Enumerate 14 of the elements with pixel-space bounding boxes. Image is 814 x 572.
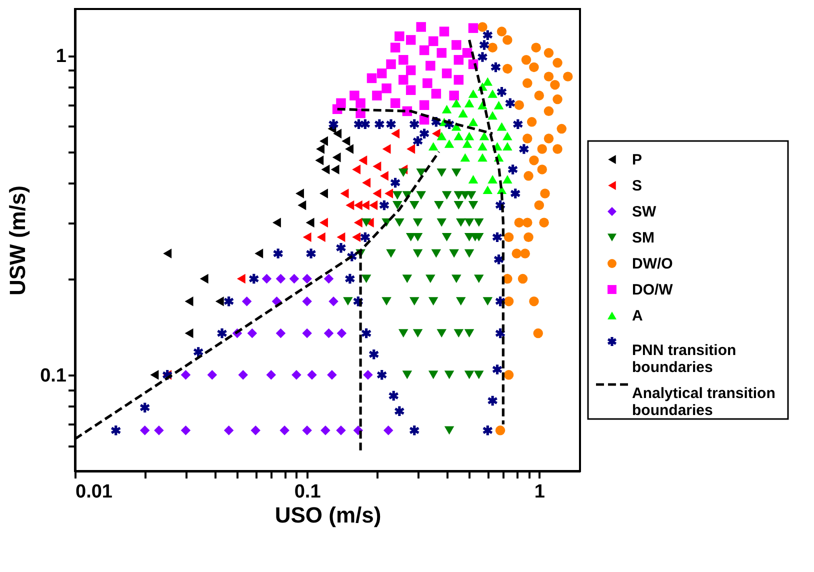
legend-label: P	[632, 152, 642, 168]
legend-label: SM	[632, 230, 654, 246]
x-tick-label: 0.1	[294, 482, 322, 502]
x-tick-label: 0.01	[76, 482, 113, 502]
legend-label: S	[632, 178, 642, 194]
legend-label: DO/W	[632, 282, 674, 298]
x-axis-title: USO (m/s)	[274, 502, 382, 528]
legend-label: SW	[632, 204, 658, 220]
legend-label: Analytical transition boundaries	[632, 385, 776, 419]
legend-label: DW/O	[632, 256, 674, 272]
y-axis-title: USW (m/s)	[5, 186, 30, 296]
legend-label: PNN transition boundaries	[632, 342, 736, 376]
x-tick-label: 1	[534, 482, 546, 502]
legend-label: A	[632, 308, 643, 324]
